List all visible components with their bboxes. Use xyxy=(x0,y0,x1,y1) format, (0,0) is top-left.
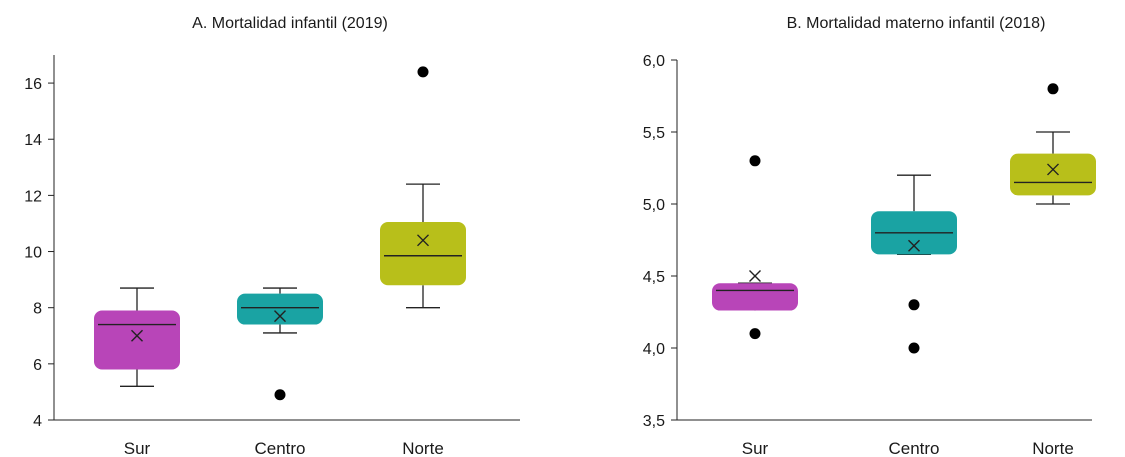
x-category-label: Centro xyxy=(254,439,305,457)
outlier-point xyxy=(417,66,429,78)
outlier-point xyxy=(908,342,920,354)
y-tick-label: 6 xyxy=(33,357,42,374)
x-category-label: Sur xyxy=(742,439,769,457)
y-tick-label: 5,5 xyxy=(643,125,665,142)
chart-title: B. Mortalidad materno infantil (2018) xyxy=(787,15,1046,32)
y-tick-label: 4,5 xyxy=(643,269,665,286)
box-norte xyxy=(1010,153,1096,196)
x-category-label: Norte xyxy=(402,439,444,457)
outlier-point xyxy=(1047,83,1059,95)
box-sur xyxy=(94,310,180,370)
boxplot-chart-a: A. Mortalidad infantil (2019) 4 6 8 10 12 14 1… xyxy=(24,15,520,457)
outlier-point xyxy=(749,155,761,167)
x-category-label: Norte xyxy=(1032,439,1074,457)
y-tick-label: 3,5 xyxy=(643,413,665,430)
y-tick-label: 5,0 xyxy=(643,197,665,214)
outlier-point xyxy=(749,328,761,340)
y-tick-label: 4,0 xyxy=(643,341,665,358)
mean-marker xyxy=(274,310,286,323)
outlier-point xyxy=(274,389,286,401)
y-tick-label: 16 xyxy=(24,76,42,93)
boxplot-chart-b: B. Mortalidad materno infantil (2018) 3,… xyxy=(643,15,1096,457)
mean-marker xyxy=(908,239,920,252)
y-tick-label: 14 xyxy=(24,132,42,149)
x-category-label: Centro xyxy=(888,439,939,457)
y-tick-label: 12 xyxy=(24,188,42,205)
y-tick-label: 10 xyxy=(24,245,42,262)
mean-marker xyxy=(1047,163,1059,176)
chart-title: A. Mortalidad infantil (2019) xyxy=(192,15,388,32)
box-norte xyxy=(380,222,466,286)
chart-panel-b: B. Mortalidad materno infantil (2018) 3,… xyxy=(562,0,1125,457)
outlier-point xyxy=(908,299,920,311)
mean-marker xyxy=(749,270,761,282)
box-centro xyxy=(237,293,323,325)
x-category-label: Sur xyxy=(124,439,151,457)
box-sur xyxy=(712,283,798,311)
mean-marker xyxy=(417,234,429,247)
y-tick-label: 8 xyxy=(33,301,42,318)
y-tick-label: 4 xyxy=(33,413,42,430)
mean-marker xyxy=(131,329,143,342)
y-tick-label: 6,0 xyxy=(643,53,665,70)
chart-panel-a: A. Mortalidad infantil (2019) 4 6 8 10 12 14 1… xyxy=(0,0,562,457)
